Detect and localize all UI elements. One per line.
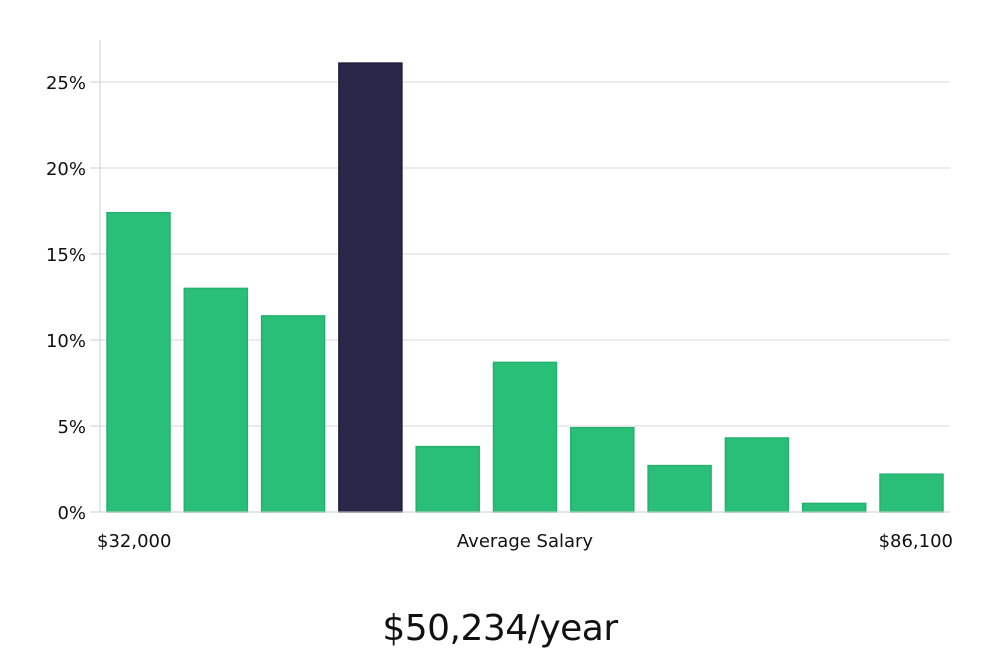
bar	[183, 287, 249, 513]
bar-highlighted	[338, 62, 403, 513]
bar	[492, 361, 558, 513]
y-tick-label: 0%	[57, 503, 86, 524]
y-tick-label: 10%	[46, 331, 86, 352]
bar	[724, 437, 790, 513]
salary-histogram: 0%5%10%15%20%25% $32,000 Average Salary …	[46, 40, 953, 552]
average-salary-value: $50,234/year	[382, 608, 618, 649]
y-tick-label: 20%	[46, 159, 86, 180]
x-max-label: $86,100	[879, 531, 953, 552]
y-tick-label: 5%	[57, 417, 86, 438]
y-tick-label: 25%	[46, 73, 86, 94]
y-axis-ticks: 0% 5% 10% 15% 20% 25%	[46, 73, 100, 524]
bar	[879, 473, 944, 513]
x-min-label: $32,000	[97, 531, 171, 552]
bar	[106, 211, 171, 513]
bar	[570, 426, 635, 513]
bar	[260, 315, 326, 513]
bar	[647, 464, 712, 513]
bar	[415, 445, 480, 513]
x-axis-title: Average Salary	[457, 531, 594, 552]
bar	[801, 502, 867, 513]
bars	[106, 62, 944, 513]
y-tick-label: 15%	[46, 245, 86, 266]
